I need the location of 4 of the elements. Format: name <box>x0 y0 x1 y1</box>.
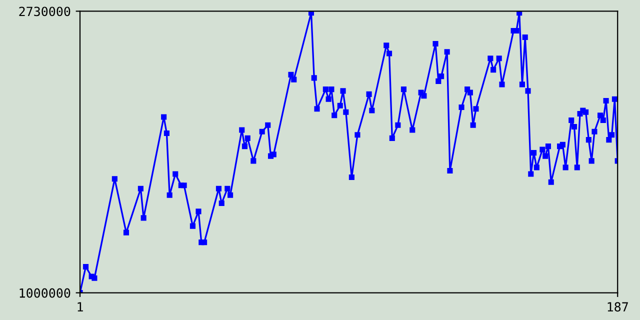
x-tick-label: 1 <box>78 302 83 312</box>
x-tick-label: 187 <box>608 302 628 312</box>
y-tick-label: 1000000 <box>20 288 70 298</box>
y-tick-label: 2730000 <box>19 6 70 16</box>
